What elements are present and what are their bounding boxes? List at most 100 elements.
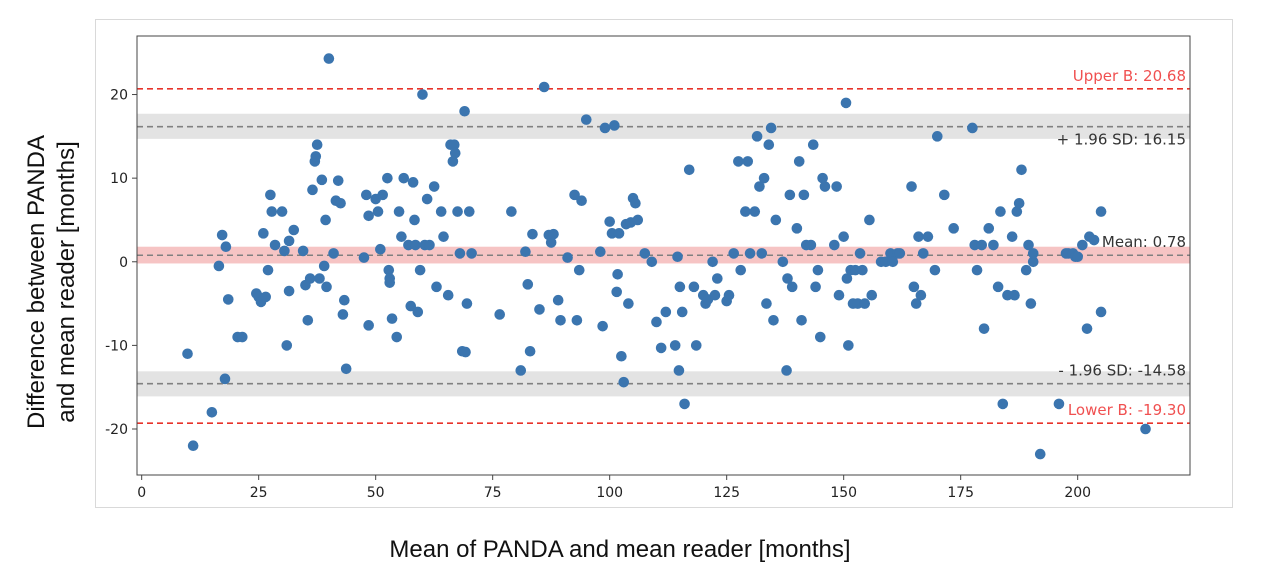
- x-tick-label: 125: [713, 485, 740, 501]
- data-point: [712, 273, 723, 284]
- data-point: [260, 291, 272, 303]
- data-point: [1077, 239, 1088, 251]
- data-point: [995, 206, 1006, 217]
- data-point: [742, 156, 754, 167]
- data-point: [948, 223, 959, 234]
- data-point: [840, 97, 852, 109]
- data-point: [1027, 248, 1039, 259]
- data-point: [520, 246, 531, 258]
- data-point: [428, 181, 440, 192]
- data-point: [219, 373, 231, 385]
- y-axis-label: Difference between PANDA and mean reader…: [22, 72, 82, 492]
- reference-line-labels: Upper B: 20.68 + 1.96 SD: 16.15 Mean: 0.78…: [1057, 67, 1186, 419]
- data-point: [377, 189, 389, 201]
- data-point: [676, 306, 688, 318]
- data-point: [1011, 206, 1023, 217]
- data-point: [304, 273, 316, 284]
- data-point: [383, 264, 395, 276]
- data-point: [997, 398, 1009, 410]
- data-point: [569, 189, 580, 201]
- data-point: [917, 248, 929, 259]
- data-point: [763, 139, 775, 151]
- data-point: [758, 172, 770, 184]
- data-point: [460, 346, 471, 358]
- data-point: [833, 289, 845, 301]
- data-point: [314, 273, 325, 284]
- data-point: [709, 289, 721, 301]
- data-point: [595, 246, 606, 258]
- data-point: [316, 174, 328, 186]
- data-point: [431, 281, 442, 293]
- data-point: [908, 281, 920, 293]
- data-point: [971, 264, 983, 276]
- data-point: [838, 231, 849, 242]
- data-point: [311, 139, 323, 151]
- data-point: [318, 260, 330, 272]
- data-point: [442, 289, 454, 301]
- data-point: [414, 264, 426, 276]
- data-point: [340, 363, 352, 375]
- x-axis-ticks: 0 25 50 75 100 125 150 175 200: [137, 475, 1091, 501]
- data-point: [1006, 231, 1018, 242]
- label-upper: Upper B: 20.68: [1073, 67, 1186, 85]
- data-point: [976, 239, 988, 251]
- data-point: [611, 286, 622, 298]
- data-point: [672, 251, 683, 263]
- data-point: [749, 206, 761, 217]
- data-point: [375, 243, 386, 255]
- data-point: [283, 285, 295, 297]
- figure-frame: [95, 19, 1233, 508]
- data-point: [814, 331, 826, 343]
- x-tick-label: 150: [830, 485, 857, 501]
- data-point: [751, 131, 763, 142]
- data-point: [894, 248, 906, 259]
- data-point: [632, 214, 644, 226]
- data-point: [807, 139, 819, 151]
- plot-area-border: [136, 35, 1191, 476]
- data-point: [552, 294, 564, 306]
- y-tick-label: 10: [110, 171, 128, 187]
- data-point: [978, 323, 990, 334]
- data-point: [733, 156, 744, 167]
- data-point: [831, 181, 842, 192]
- data-point: [922, 231, 934, 242]
- data-point: [506, 206, 517, 217]
- x-tick-label: 175: [947, 485, 974, 501]
- data-point: [646, 256, 658, 268]
- data-point: [765, 122, 777, 134]
- data-point: [616, 350, 627, 362]
- data-point: [609, 120, 620, 131]
- data-point: [929, 264, 941, 276]
- data-point: [281, 340, 293, 351]
- data-point: [679, 398, 690, 410]
- data-point: [358, 252, 370, 263]
- data-point: [841, 273, 853, 284]
- data-point: [988, 239, 999, 251]
- data-point: [688, 281, 700, 293]
- data-point: [740, 206, 751, 217]
- data-point: [612, 269, 623, 280]
- data-point: [1016, 164, 1027, 176]
- data-point: [683, 164, 695, 176]
- data-point: [777, 256, 789, 268]
- data-point: [421, 193, 433, 205]
- data-point: [269, 239, 281, 251]
- data-point: [216, 229, 228, 241]
- data-point: [206, 406, 218, 418]
- data-point: [576, 195, 587, 207]
- x-tick-label: 200: [1064, 485, 1091, 501]
- data-point: [744, 248, 756, 259]
- data-point: [618, 376, 630, 388]
- data-point: [992, 281, 1004, 293]
- data-point: [1020, 264, 1032, 276]
- data-points: [182, 53, 1151, 460]
- data-point: [651, 316, 662, 328]
- data-point: [819, 181, 831, 192]
- data-point: [784, 189, 796, 201]
- data-point: [393, 206, 405, 217]
- data-point: [660, 306, 672, 318]
- data-point: [674, 281, 686, 293]
- data-point: [723, 289, 735, 301]
- data-point: [265, 189, 276, 201]
